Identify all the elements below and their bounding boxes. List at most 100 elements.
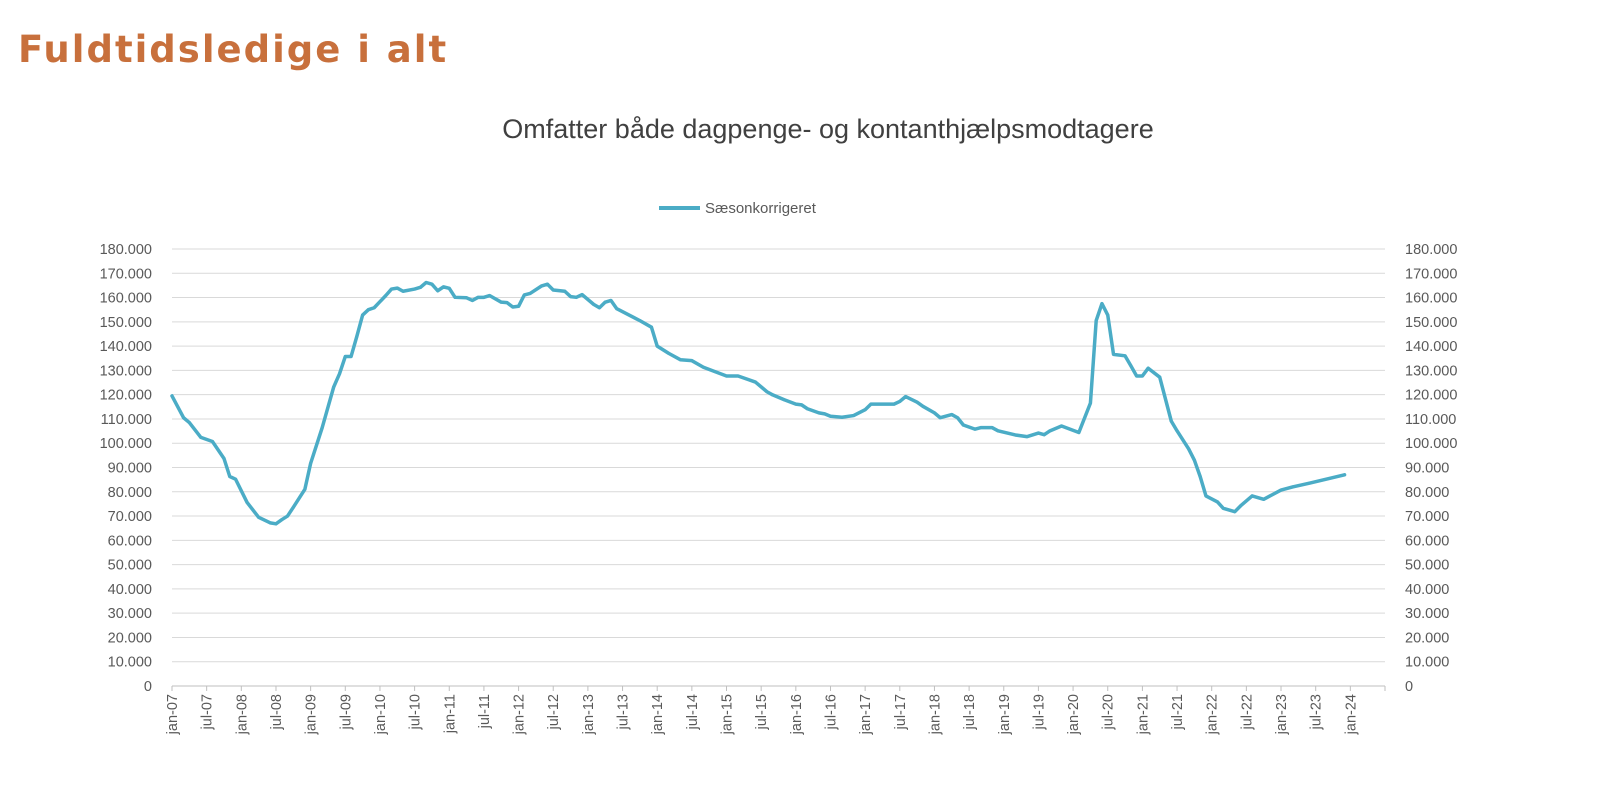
y-tick-label-right: 170.000 — [1405, 266, 1457, 282]
data-point — [482, 295, 486, 299]
data-point — [649, 325, 653, 329]
data-point — [401, 289, 405, 293]
data-point — [245, 500, 249, 504]
data-point — [765, 390, 769, 394]
y-tick-label-left: 150.000 — [100, 315, 152, 331]
data-point — [1343, 473, 1347, 477]
y-tick-label-right: 80.000 — [1405, 485, 1449, 501]
data-point — [615, 307, 619, 311]
data-point — [522, 293, 526, 297]
data-point — [979, 426, 983, 430]
data-point — [1094, 319, 1098, 323]
data-point — [1106, 313, 1110, 317]
y-tick-label-right: 0 — [1405, 679, 1413, 695]
data-point — [817, 411, 821, 415]
data-point — [1060, 424, 1064, 428]
y-tick-label-right: 30.000 — [1405, 606, 1449, 622]
data-point — [1025, 435, 1029, 439]
x-tick-label: jul-09 — [338, 694, 354, 730]
y-tick-label-left: 170.000 — [100, 266, 152, 282]
data-point — [1112, 352, 1116, 356]
data-point — [1262, 497, 1266, 501]
data-point — [511, 305, 515, 309]
data-point — [1215, 500, 1219, 504]
data-point — [280, 518, 284, 522]
data-point — [569, 295, 573, 299]
data-point — [1042, 433, 1046, 437]
x-tick-label: jan-16 — [789, 694, 805, 735]
x-tick-label: jul-21 — [1170, 694, 1186, 730]
x-axis: jan-07 jul-07 jan-08 jul-08 jan-09 jul-09 jan-… — [165, 685, 1386, 735]
data-point — [1158, 375, 1162, 379]
data-point — [1198, 474, 1202, 478]
x-tick-label: jan-07 — [165, 694, 181, 735]
y-tick-label-right: 100.000 — [1405, 436, 1457, 452]
y-tick-label-left: 80.000 — [108, 485, 152, 501]
x-tick-label: jan-10 — [373, 694, 389, 735]
data-point — [592, 302, 596, 306]
data-point — [1123, 354, 1127, 358]
data-point — [222, 457, 226, 461]
y-tick-label-right: 110.000 — [1405, 412, 1456, 428]
data-point — [1169, 419, 1173, 423]
data-point — [713, 370, 717, 374]
data-point — [505, 301, 509, 305]
x-tick-label: jul-12 — [546, 694, 562, 730]
data-point — [690, 359, 694, 363]
data-point — [476, 295, 480, 299]
data-point — [736, 374, 740, 378]
y-tick-label-right: 140.000 — [1405, 339, 1457, 355]
data-point — [1048, 429, 1052, 433]
data-point — [1146, 366, 1150, 370]
data-point — [187, 421, 191, 425]
y-tick-label-right: 120.000 — [1405, 388, 1457, 404]
x-tick-label: jan-17 — [858, 694, 874, 735]
data-point — [1013, 433, 1017, 437]
data-point — [338, 372, 342, 376]
data-point — [361, 313, 365, 317]
data-point — [574, 295, 578, 299]
data-point — [1088, 401, 1092, 405]
data-point — [563, 289, 567, 293]
x-tick-label: jul-07 — [200, 694, 216, 730]
data-point — [956, 416, 960, 420]
data-point — [488, 294, 492, 298]
x-tick-label: jul-17 — [893, 694, 909, 730]
data-point — [384, 294, 388, 298]
data-point — [904, 395, 908, 399]
data-point — [950, 413, 954, 417]
data-point — [1036, 431, 1040, 435]
data-point — [1100, 302, 1104, 306]
data-point — [349, 355, 353, 359]
data-point — [436, 289, 440, 293]
x-tick-label: jul-16 — [823, 694, 839, 730]
data-point — [1187, 447, 1191, 451]
x-tick-label: jul-23 — [1309, 694, 1325, 730]
data-point — [823, 412, 827, 416]
data-point — [701, 365, 705, 369]
data-point — [366, 308, 370, 312]
data-point — [1221, 506, 1225, 510]
y-tick-label-right: 180.000 — [1405, 242, 1457, 258]
data-point — [794, 402, 798, 406]
y-axis-left: 0 10.000 20.000 30.000 40.000 50.000 60.000 70.… — [100, 242, 152, 695]
x-tick-label: jan-18 — [927, 694, 943, 735]
data-point — [898, 399, 902, 403]
data-point — [603, 300, 607, 304]
y-tick-label-left: 10.000 — [108, 655, 152, 671]
y-tick-label-left: 60.000 — [108, 533, 152, 549]
data-point — [274, 522, 278, 526]
data-point — [990, 426, 994, 430]
data-point — [580, 293, 584, 297]
data-point — [170, 394, 174, 398]
data-point — [355, 334, 359, 338]
y-tick-label-right: 70.000 — [1405, 509, 1449, 525]
data-point — [320, 426, 324, 430]
x-tick-label: jul-14 — [685, 694, 701, 730]
data-point — [418, 285, 422, 289]
data-point — [389, 287, 393, 291]
data-point — [753, 380, 757, 384]
y-tick-label-left: 30.000 — [108, 606, 152, 622]
y-tick-label-left: 90.000 — [108, 461, 152, 477]
data-point — [1140, 374, 1144, 378]
